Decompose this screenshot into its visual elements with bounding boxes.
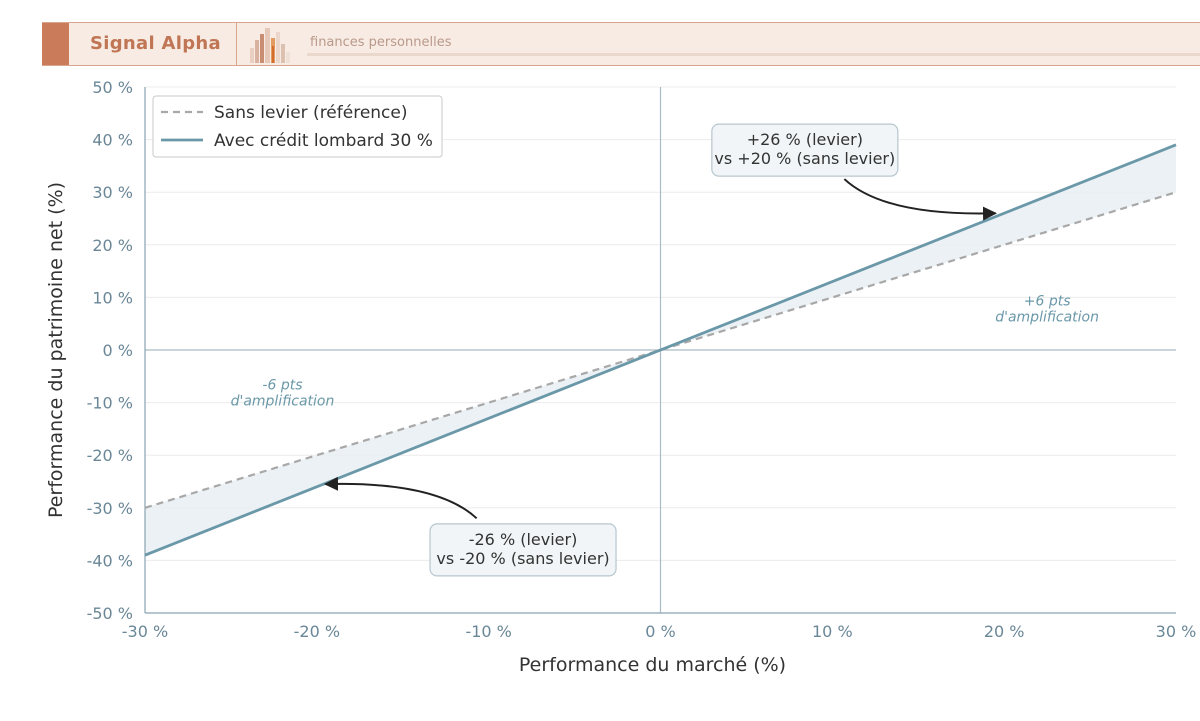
annotation-box [711, 123, 899, 177]
y-tick-label: 0 % [103, 341, 133, 360]
amplification-label: d'amplification [231, 393, 335, 409]
annotation-arrow [843, 178, 997, 221]
amplification-label: d'amplification [995, 309, 1099, 325]
annotation-box [429, 523, 617, 577]
annotation-text: -26 % (levier) [469, 530, 578, 549]
x-tick-label: 30 % [1156, 622, 1197, 641]
y-tick-label: 40 % [92, 131, 133, 150]
annotation-text: +26 % (levier) [747, 130, 863, 149]
bar-chart-icon [250, 28, 290, 63]
x-tick-label: -30 % [122, 622, 168, 641]
amplification-label: -6 pts [262, 377, 302, 393]
y-tick-label: -40 % [87, 551, 133, 570]
x-tick-label: 0 % [645, 622, 675, 641]
y-tick-label: 20 % [92, 236, 133, 255]
y-tick-label: -30 % [87, 499, 133, 518]
x-tick-label: 10 % [812, 622, 853, 641]
series-line-1 [144, 143, 1177, 557]
header-tagline: finances personnelles [310, 35, 452, 50]
annotation-text: vs -20 % (sans levier) [436, 549, 609, 568]
brand-title[interactable]: Signal Alpha [90, 33, 221, 54]
legend-label: Sans levier (référence) [214, 103, 408, 123]
y-axis-label: Performance du patrimoine net (%) [45, 182, 67, 518]
x-tick-label: -20 % [294, 622, 340, 641]
y-tick-label: -20 % [87, 446, 133, 465]
legend-box [152, 95, 443, 158]
y-tick-label: 10 % [92, 288, 133, 307]
y-tick-label: -10 % [87, 394, 133, 413]
x-tick-label: 20 % [984, 622, 1025, 641]
header-divider [236, 23, 237, 65]
amplification-label: +6 pts [1024, 293, 1071, 309]
annotation-arrow [324, 476, 478, 520]
y-tick-label: 50 % [92, 78, 133, 97]
x-axis-label: Performance du marché (%) [519, 654, 786, 676]
legend-label: Avec crédit lombard 30 % [214, 131, 433, 151]
annotation-text: vs +20 % (sans levier) [714, 149, 895, 168]
header-accent-block [42, 23, 69, 65]
header-bar: Signal Alpha finances personnelles [42, 22, 1200, 66]
x-tick-label: -10 % [465, 622, 511, 641]
y-tick-label: 30 % [92, 183, 133, 202]
header-rule [307, 53, 1200, 56]
y-tick-label: -50 % [87, 604, 133, 623]
